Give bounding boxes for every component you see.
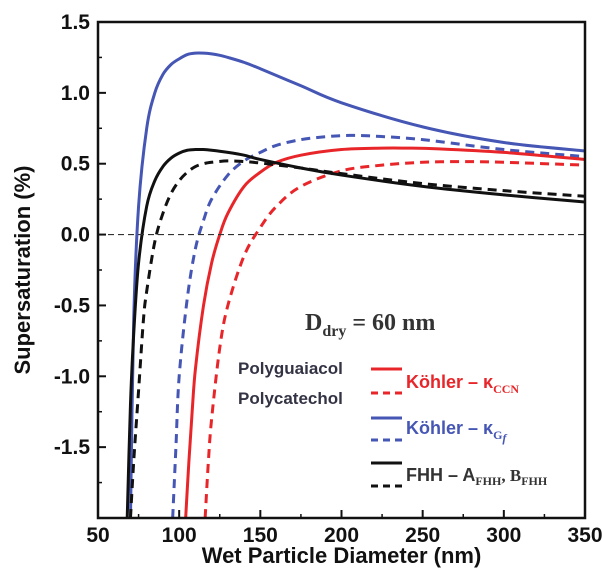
series-line-kohler-kccn-polyguaiacol [184, 146, 585, 518]
y-tick-label: 1.5 [61, 11, 91, 34]
x-tick-label: 100 [162, 524, 197, 547]
x-tick-label: 150 [243, 524, 278, 547]
x-axis-ticks: 50 100 150 200 250 300 350 [86, 510, 603, 547]
legend-label-kgf-subsub: f [502, 431, 507, 445]
series-line-kohler-kgf-polycatechol [171, 133, 585, 518]
legend-label-kgf-sub: G [493, 428, 502, 442]
y-axis-label: Supersaturation (%) [10, 165, 35, 374]
series-line-kohler-kgf-polyguaiacol [128, 51, 585, 518]
y-tick-label: -0.5 [54, 294, 91, 317]
legend-label-kccn-sub: CCN [493, 382, 519, 396]
x-tick-label: 50 [86, 524, 109, 547]
legend-label-kccn-main: Köhler – κ [406, 372, 494, 392]
legend-label-fhh-main: FHH – A [406, 465, 475, 485]
legend-group-polycatechol: Polycatechol [238, 389, 343, 408]
series-line-fhh-polycatechol [128, 159, 585, 518]
y-tick-label: 1.0 [61, 82, 90, 105]
legend: Polyguaiacol Polycatechol Köhler – κCCN … [238, 359, 548, 488]
legend-label-kgf-main: Köhler – κ [406, 418, 494, 438]
legend-label-fhh-sub: FHH [475, 474, 502, 488]
legend-label-kohler-kccn: Köhler – κCCN [406, 372, 519, 396]
x-tick-label: 350 [567, 524, 602, 547]
legend-label-kohler-kgf: Köhler – κGf [406, 418, 507, 445]
y-axis-ticks: -1.5 -1.0 -0.5 0.0 0.5 1.0 1.5 [54, 11, 106, 484]
annotation-main: D [305, 310, 322, 336]
annotation-rest: = 60 nm [346, 310, 435, 336]
legend-group-polyguaiacol: Polyguaiacol [238, 359, 343, 378]
annotation-sub: dry [322, 323, 346, 340]
y-tick-label: -1.5 [54, 436, 91, 459]
x-axis-label: Wet Particle Diameter (nm) [202, 543, 482, 568]
dry-diameter-annotation: Ddry = 60 nm [305, 310, 435, 340]
x-tick-label: 250 [405, 524, 440, 547]
legend-label-fhh-sub2: FHH [521, 474, 548, 488]
legend-label-fhh-mid: , B [501, 466, 521, 485]
y-tick-label: 0.5 [61, 153, 91, 176]
y-tick-label: -1.0 [54, 365, 90, 388]
x-tick-label: 200 [324, 524, 359, 547]
series-line-kohler-kccn-polycatechol [203, 160, 585, 518]
plot-frame [96, 20, 587, 520]
y-tick-label: 0.0 [61, 224, 90, 247]
legend-label-fhh: FHH – AFHH, BFHH [406, 465, 548, 488]
x-tick-label: 300 [486, 524, 521, 547]
